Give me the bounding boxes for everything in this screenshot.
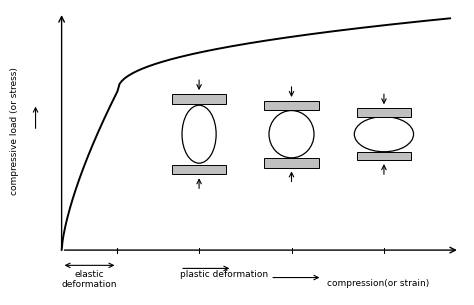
FancyBboxPatch shape [356,152,411,160]
Text: compressive load (or stress): compressive load (or stress) [10,67,18,195]
FancyBboxPatch shape [172,165,226,174]
FancyBboxPatch shape [356,108,411,117]
FancyBboxPatch shape [172,94,226,104]
Ellipse shape [182,105,216,163]
Text: compression(or strain): compression(or strain) [327,279,429,288]
Ellipse shape [269,111,314,158]
Ellipse shape [354,117,413,152]
FancyBboxPatch shape [264,159,319,168]
FancyBboxPatch shape [264,101,319,110]
Text: elastic
deformation: elastic deformation [62,270,117,289]
Text: plastic deformation: plastic deformation [180,270,268,279]
